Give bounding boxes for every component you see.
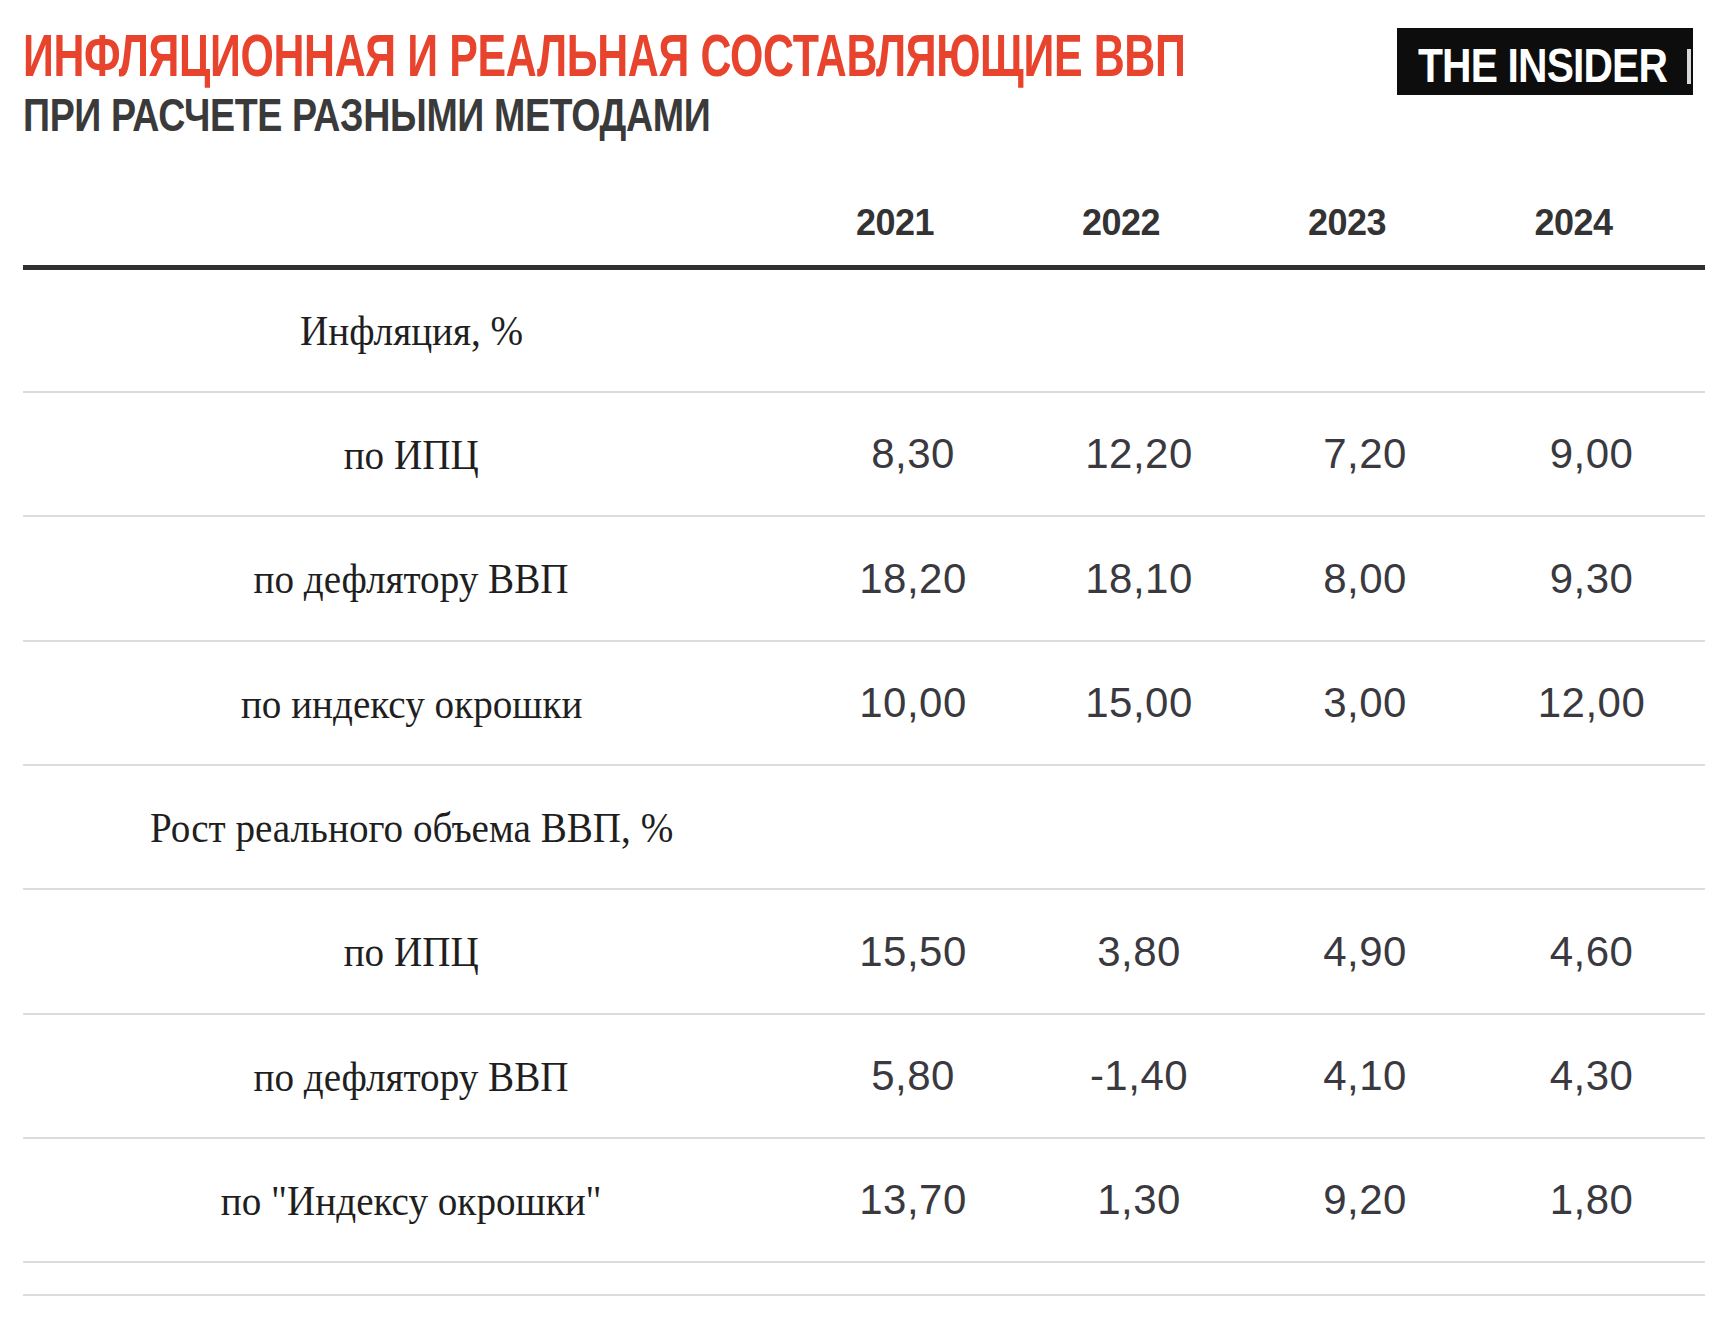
section-label: Рост реального объема ВВП, % — [23, 766, 800, 888]
cell-value: 1,30 — [1026, 1139, 1252, 1261]
cell-value: 3,00 — [1252, 642, 1478, 764]
row-label: по ИПЦ — [23, 393, 800, 515]
cell-value: 9,00 — [1478, 393, 1705, 515]
cell-value: 4,60 — [1478, 890, 1705, 1013]
cell-value: 15,00 — [1026, 642, 1252, 764]
year-header: 2021 — [782, 160, 1008, 265]
table-row: по дефлятору ВВП 5,80 -1,40 4,10 4,30 — [23, 1015, 1705, 1139]
table-row: по ИПЦ 8,30 12,20 7,20 9,00 — [23, 393, 1705, 517]
cell-value: 4,30 — [1478, 1015, 1705, 1137]
corner-cell — [5, 160, 782, 265]
gdp-table: 2021 2022 2023 2024 Инфляция, % по ИПЦ 8… — [23, 160, 1705, 1296]
table-row: по ИПЦ 15,50 3,80 4,90 4,60 — [23, 890, 1705, 1015]
year-header: 2022 — [1008, 160, 1234, 265]
row-label: по дефлятору ВВП — [23, 1015, 800, 1137]
cell-value: 18,10 — [1026, 517, 1252, 640]
the-insider-logo: THE INSIDER — [1397, 28, 1693, 95]
table-row: по дефлятору ВВП 18,20 18,10 8,00 9,30 — [23, 517, 1705, 642]
cell-value: 12,00 — [1478, 642, 1705, 764]
year-header: 2024 — [1460, 160, 1687, 265]
cell-value: 9,30 — [1478, 517, 1705, 640]
cell-value: 4,90 — [1252, 890, 1478, 1013]
table-row: по "Индексу окрошки" 13,70 1,30 9,20 1,8… — [23, 1139, 1705, 1263]
cell-value: 7,20 — [1252, 393, 1478, 515]
row-label: по дефлятору ВВП — [23, 517, 800, 640]
row-label: по ИПЦ — [23, 890, 800, 1013]
section-row-inflation: Инфляция, % — [23, 270, 1705, 393]
section-row-real-gdp: Рост реального объема ВВП, % — [23, 766, 1705, 890]
cell-value: 15,50 — [800, 890, 1026, 1013]
cell-value: 9,20 — [1252, 1139, 1478, 1261]
logo-cursor-bar — [1687, 49, 1691, 84]
cell-value: 18,20 — [800, 517, 1026, 640]
cell-value: 5,80 — [800, 1015, 1026, 1137]
cell-value: 8,30 — [800, 393, 1026, 515]
year-header: 2023 — [1234, 160, 1460, 265]
cell-value: 10,00 — [800, 642, 1026, 764]
logo-text: THE INSIDER — [1418, 42, 1667, 90]
empty-row — [23, 1263, 1705, 1296]
table-row: по индексу окрошки 10,00 15,00 3,00 12,0… — [23, 642, 1705, 766]
row-label: по индексу окрошки — [23, 642, 800, 764]
cell-value: 1,80 — [1478, 1139, 1705, 1261]
cell-value: 4,10 — [1252, 1015, 1478, 1137]
page-subtitle: ПРИ РАСЧЕТЕ РАЗНЫМИ МЕТОДАМИ — [23, 91, 710, 138]
page-title: ИНФЛЯЦИОННАЯ И РЕАЛЬНАЯ СОСТАВЛЯЮЩИЕ ВВП — [23, 26, 1185, 86]
table-header-row: 2021 2022 2023 2024 — [23, 160, 1705, 270]
row-label: по "Индексу окрошки" — [23, 1139, 800, 1261]
cell-value: 3,80 — [1026, 890, 1252, 1013]
section-label: Инфляция, % — [23, 270, 800, 391]
cell-value: 13,70 — [800, 1139, 1026, 1261]
cell-value: 8,00 — [1252, 517, 1478, 640]
cell-value: 12,20 — [1026, 393, 1252, 515]
cell-value: -1,40 — [1026, 1015, 1252, 1137]
